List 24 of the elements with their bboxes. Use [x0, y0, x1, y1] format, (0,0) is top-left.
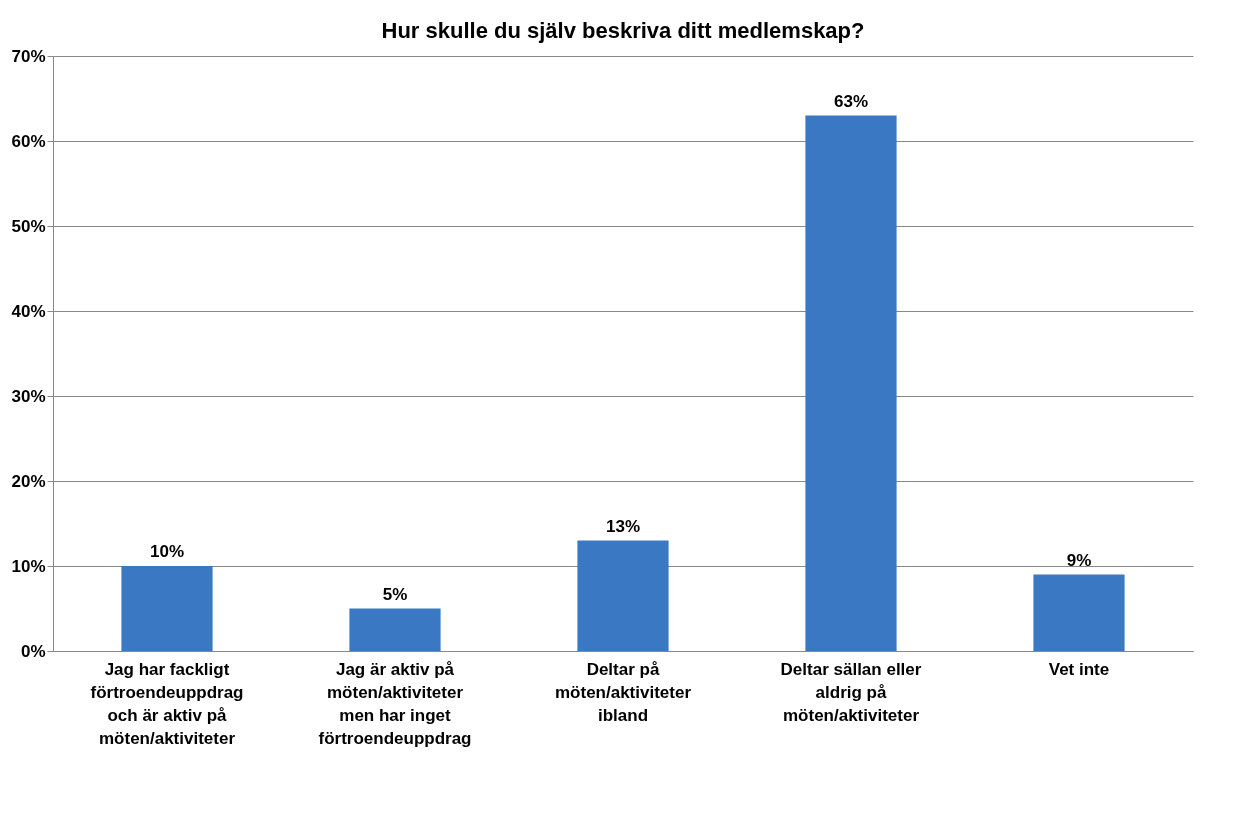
data-label: 13% — [605, 516, 641, 536]
bar — [349, 608, 441, 651]
y-tick-label: 70% — [11, 46, 46, 66]
y-tick-label: 60% — [11, 131, 46, 151]
bar — [1033, 574, 1125, 651]
y-tick-label: 30% — [11, 386, 46, 406]
data-label: 9% — [1066, 550, 1092, 570]
data-label: 5% — [382, 584, 408, 604]
data-label: 63% — [833, 91, 869, 111]
x-tick-label: Jag är aktiv på möten/aktiviteter men har inget förtroendeuppdrag — [318, 659, 472, 748]
chart-title: Hur skulle du själv beskriva ditt medlemskap? — [381, 18, 865, 43]
data-label: 10% — [149, 542, 185, 561]
bar — [121, 566, 213, 651]
y-tick-label: 20% — [11, 471, 46, 491]
x-tick-label: Deltar sällan eller aldrig på möten/aktiviteter — [780, 659, 922, 725]
y-tick-label: 10% — [11, 556, 46, 576]
x-tick-label: Vet inte — [1048, 659, 1110, 679]
x-tick-label: Jag har fackligt förtroendeuppdrag och är aktiv på möten/aktiviteter — [90, 659, 244, 748]
y-tick-label: 50% — [11, 216, 46, 236]
x-tick-label: Deltar på möten/aktiviteter ibland — [554, 659, 692, 725]
bar — [577, 540, 669, 651]
bar — [805, 115, 897, 651]
y-tick-label: 0% — [20, 641, 46, 661]
y-tick-label: 40% — [11, 301, 46, 321]
